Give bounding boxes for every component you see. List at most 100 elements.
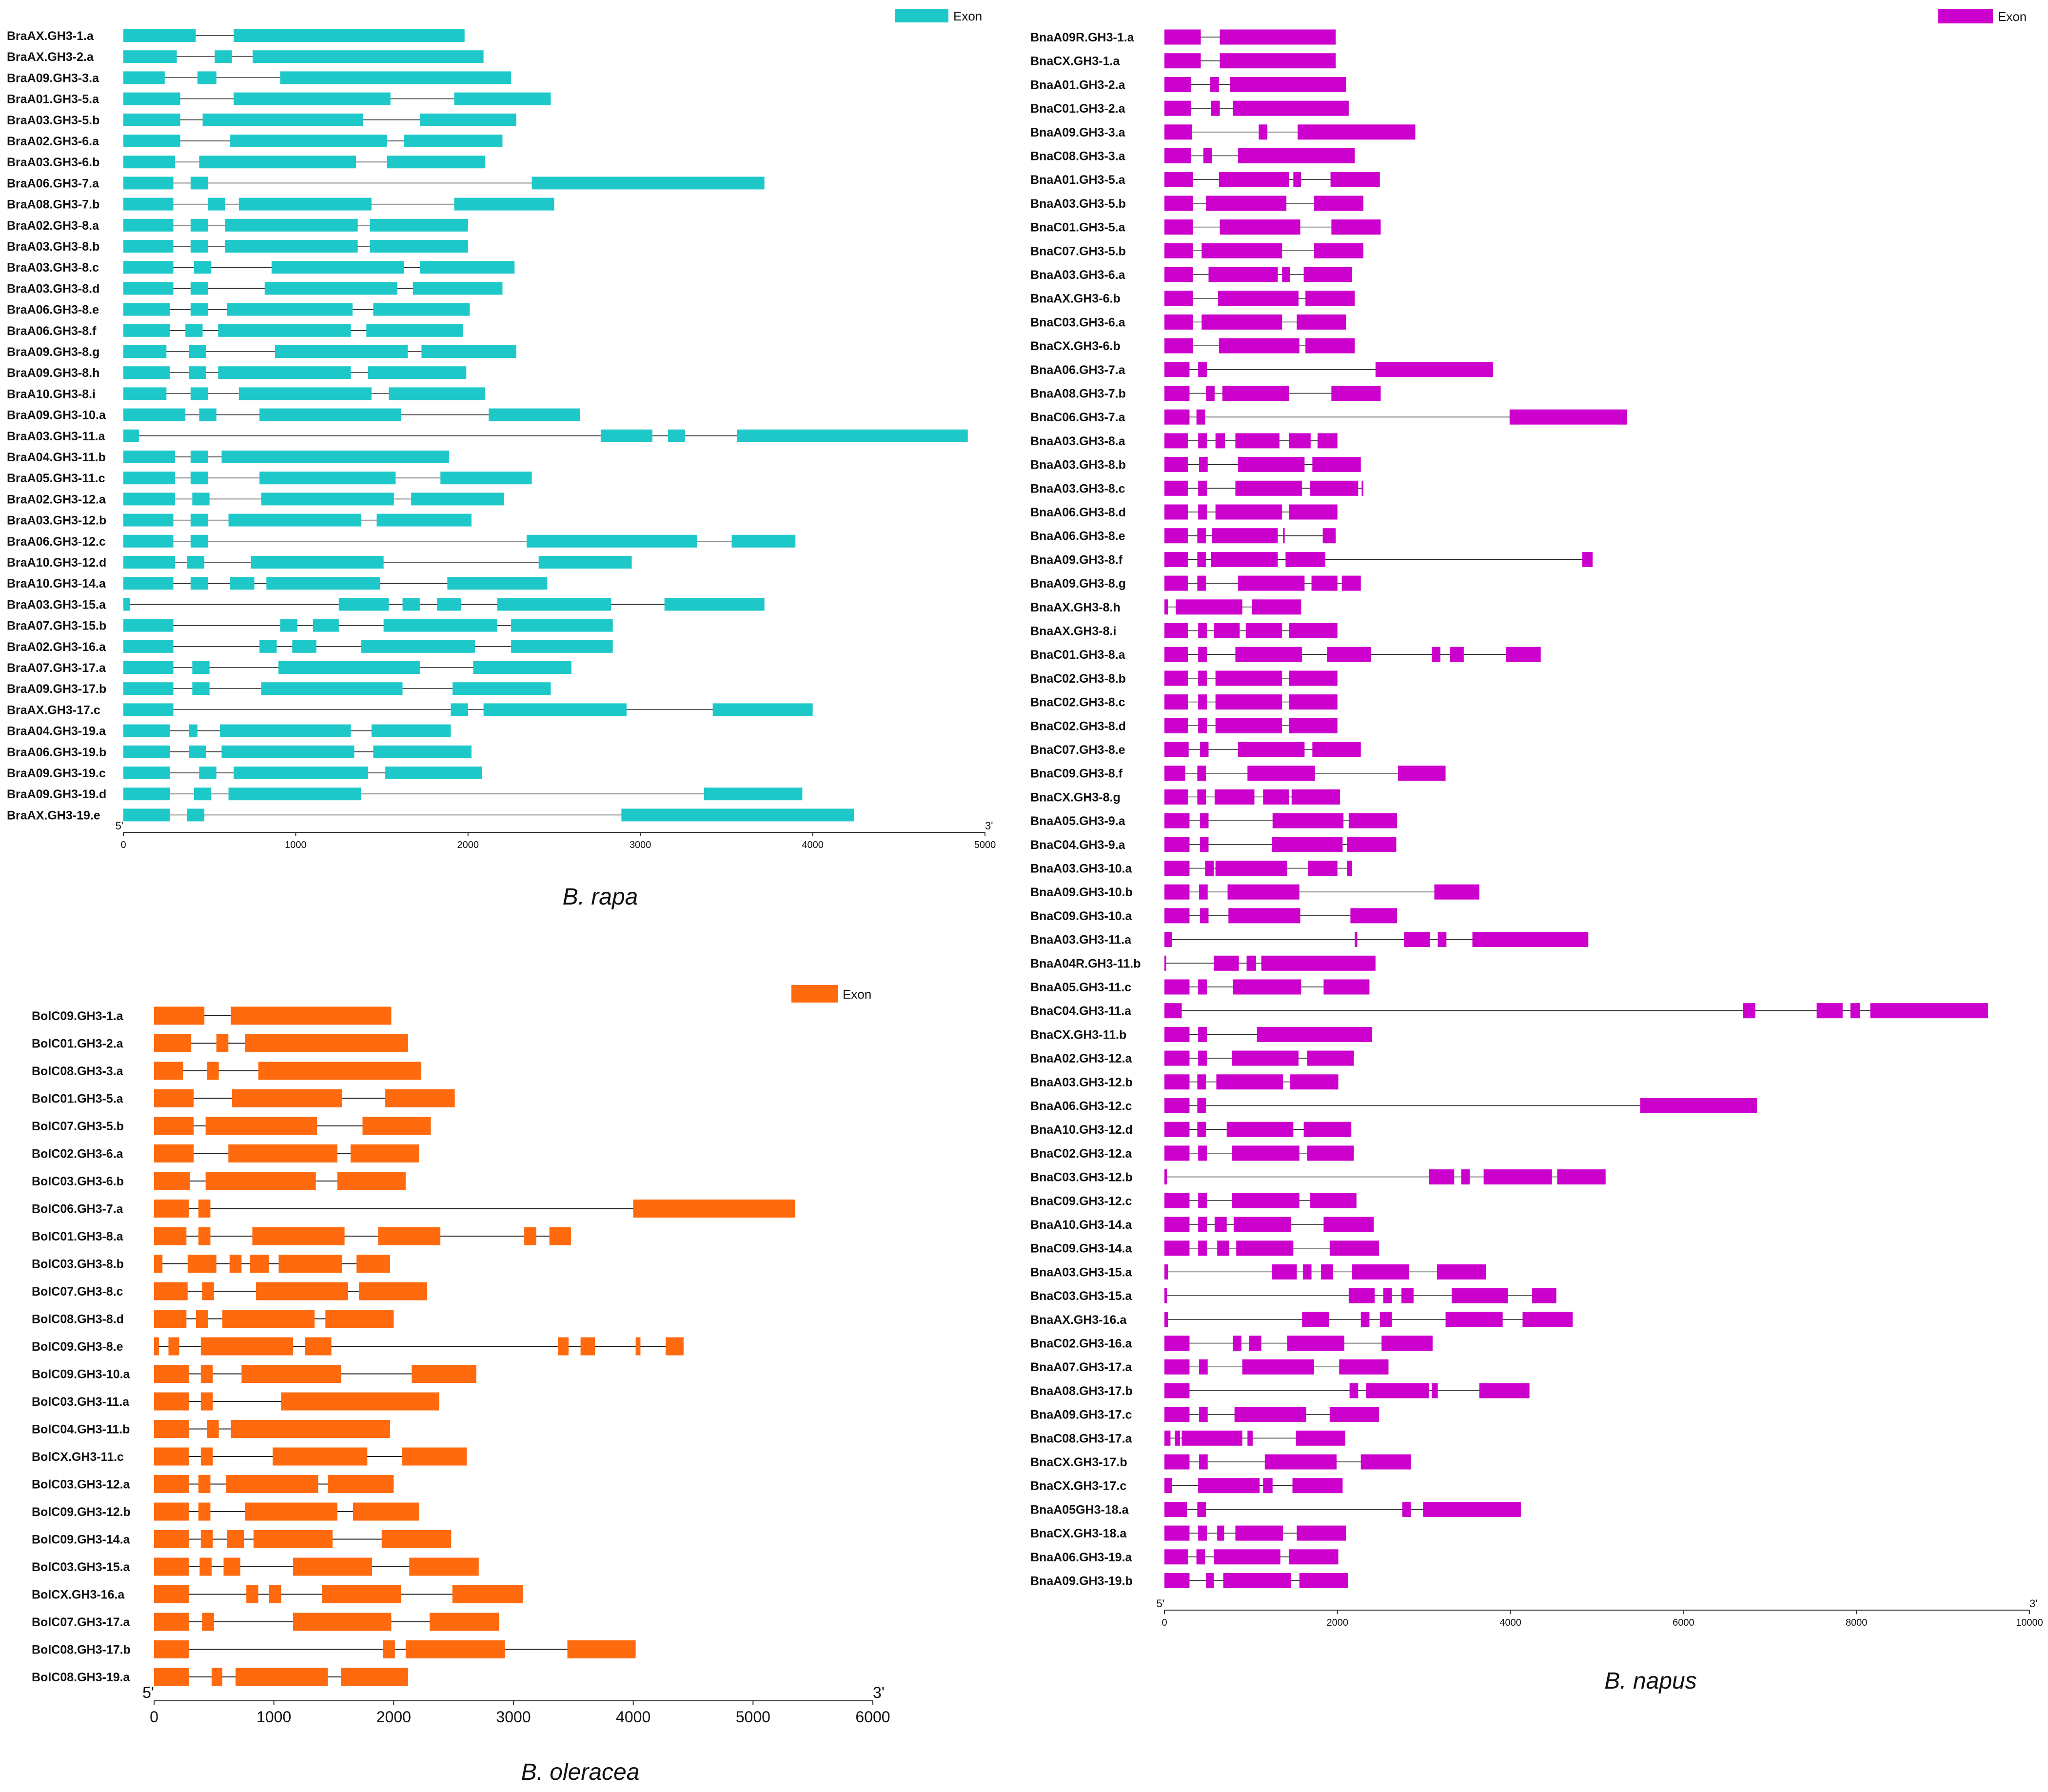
exon-block	[154, 1227, 187, 1245]
gene-name-label: BraA03.GH3-8.c	[7, 261, 99, 275]
exon-block	[196, 1310, 208, 1328]
gene-name-label: BnaCX.GH3-1.a	[1030, 55, 1120, 68]
exon-block	[154, 1282, 188, 1300]
exon-block	[280, 71, 512, 84]
gene-name-label: BnaCX.GH3-17.c	[1030, 1479, 1126, 1493]
exon-block	[197, 71, 217, 84]
exon-block	[1203, 148, 1212, 163]
exon-block	[278, 661, 420, 674]
gene-name-label: BraA10.GH3-8.i	[7, 387, 96, 401]
exon-block	[205, 1117, 317, 1135]
exon-block	[208, 197, 225, 211]
gene-row: BnaA03.GH3-8.c	[1030, 480, 1364, 496]
exon-block	[1164, 599, 1168, 615]
gene-row: BraA07.GH3-15.b	[7, 619, 613, 633]
exon-block	[190, 177, 208, 190]
exon-block	[253, 50, 484, 63]
exon-block	[1199, 457, 1208, 473]
gene-name-label: BolC03.GH3-8.b	[32, 1258, 124, 1271]
gene-name-label: BnaA01.GH3-2.a	[1030, 78, 1126, 92]
gene-name-label: BnaAX.GH3-16.a	[1030, 1313, 1127, 1327]
exon-block	[1164, 1288, 1167, 1303]
exon-block	[190, 387, 208, 400]
exon-block	[280, 619, 297, 632]
exon-block	[1329, 1241, 1379, 1256]
exon-block	[321, 1585, 401, 1603]
exon-block	[1200, 742, 1209, 757]
gene-row: BraA09.GH3-3.a	[7, 71, 512, 85]
gene-row: BraA08.GH3-7.b	[7, 197, 554, 212]
gene-name-label: BraA05.GH3-11.c	[7, 472, 105, 485]
gene-name-label: BnaC08.GH3-17.a	[1030, 1432, 1133, 1445]
exon-block	[222, 1310, 315, 1328]
b-oleracea-legend-label: Exon	[843, 987, 871, 1002]
exon-block	[1197, 1074, 1206, 1090]
exon-block	[1164, 1003, 1182, 1019]
exon-block	[123, 640, 174, 653]
exon-block	[1361, 480, 1364, 496]
gene-row: BolC09.GH3-10.a	[32, 1365, 476, 1383]
b-oleracea-length-axis: 0 1000 2000 3000 4000 5000 6000 5' 3'	[142, 1684, 890, 1726]
exon-block	[1233, 1336, 1241, 1351]
exon-block	[226, 1475, 318, 1493]
exon-block	[712, 703, 813, 716]
exon-block	[1305, 291, 1355, 306]
exon-block	[383, 1640, 395, 1658]
gene-row: BnaA03.GH3-8.b	[1030, 457, 1361, 473]
gene-row: BolC08.GH3-8.d	[32, 1310, 394, 1328]
gene-name-label: BolC07.GH3-8.c	[32, 1285, 123, 1299]
exon-block	[1423, 1501, 1521, 1517]
exon-block	[190, 282, 208, 295]
exon-block	[1198, 694, 1207, 710]
exon-block	[1176, 599, 1242, 615]
exon-block	[256, 1282, 348, 1300]
exon-block	[489, 408, 580, 421]
gene-row: BnaA09.GH3-17.c	[1030, 1407, 1379, 1422]
exon-block	[1312, 457, 1361, 473]
gene-row: BraA02.GH3-12.a	[7, 492, 505, 506]
exon-block	[1164, 409, 1190, 425]
exon-block	[154, 1557, 189, 1576]
exon-block	[1257, 1026, 1372, 1042]
exon-block	[234, 767, 368, 779]
exon-block	[1235, 647, 1302, 662]
gene-row: BraA06.GH3-8.f	[7, 324, 463, 338]
panel-b-oleracea: BolC09.GH3-1.a BolC01.GH3-2.a BolC08.GH3-3…	[32, 985, 890, 1785]
gene-row: BnaC06.GH3-7.a	[1030, 409, 1628, 425]
exon-block	[1312, 742, 1361, 757]
gene-row: BraA03.GH3-5.b	[7, 113, 516, 127]
exon-block	[1210, 77, 1219, 92]
gene-name-label: BolC06.GH3-7.a	[32, 1202, 124, 1216]
axis-tick-label: 3000	[496, 1708, 531, 1726]
axis-tick-label: 0	[150, 1708, 158, 1726]
exon-block	[1238, 457, 1305, 473]
exon-block	[190, 240, 208, 253]
gene-name-label: BolC09.GH3-10.a	[32, 1368, 131, 1381]
exon-block	[258, 1062, 421, 1080]
exon-block	[1164, 314, 1193, 330]
b-napus-gene-structures: BnaA09R.GH3-1.a BnaCX.GH3-1.a BnaA01.GH3-2…	[1030, 29, 1988, 1588]
gene-name-label: BraAX.GH3-1.a	[7, 29, 94, 43]
gene-name-label: BraA06.GH3-12.c	[7, 535, 106, 549]
gene-name-label: BnaA05GH3-18.a	[1030, 1503, 1129, 1516]
exon-block	[1164, 267, 1193, 282]
gene-name-label: BnaA03.GH3-6.a	[1030, 268, 1126, 282]
exon-block	[266, 577, 380, 590]
exon-block	[1199, 1359, 1208, 1375]
exon-block	[1164, 1074, 1190, 1090]
exon-block	[1198, 362, 1207, 377]
gene-row: BnaC07.GH3-5.b	[1030, 243, 1364, 258]
exon-block	[1164, 718, 1188, 733]
exon-block	[737, 429, 968, 442]
exon-block	[1198, 979, 1207, 995]
gene-name-label: BolC08.GH3-19.a	[32, 1671, 131, 1684]
exon-block	[305, 1337, 332, 1356]
exon-block	[123, 261, 174, 274]
exon-block	[1233, 1217, 1291, 1232]
exon-block	[231, 1006, 392, 1025]
exon-block	[123, 788, 170, 801]
exon-block	[1164, 742, 1189, 757]
gene-row: BraA09.GH3-17.b	[7, 682, 551, 696]
exon-block	[1164, 1359, 1190, 1375]
exon-block	[123, 387, 167, 400]
